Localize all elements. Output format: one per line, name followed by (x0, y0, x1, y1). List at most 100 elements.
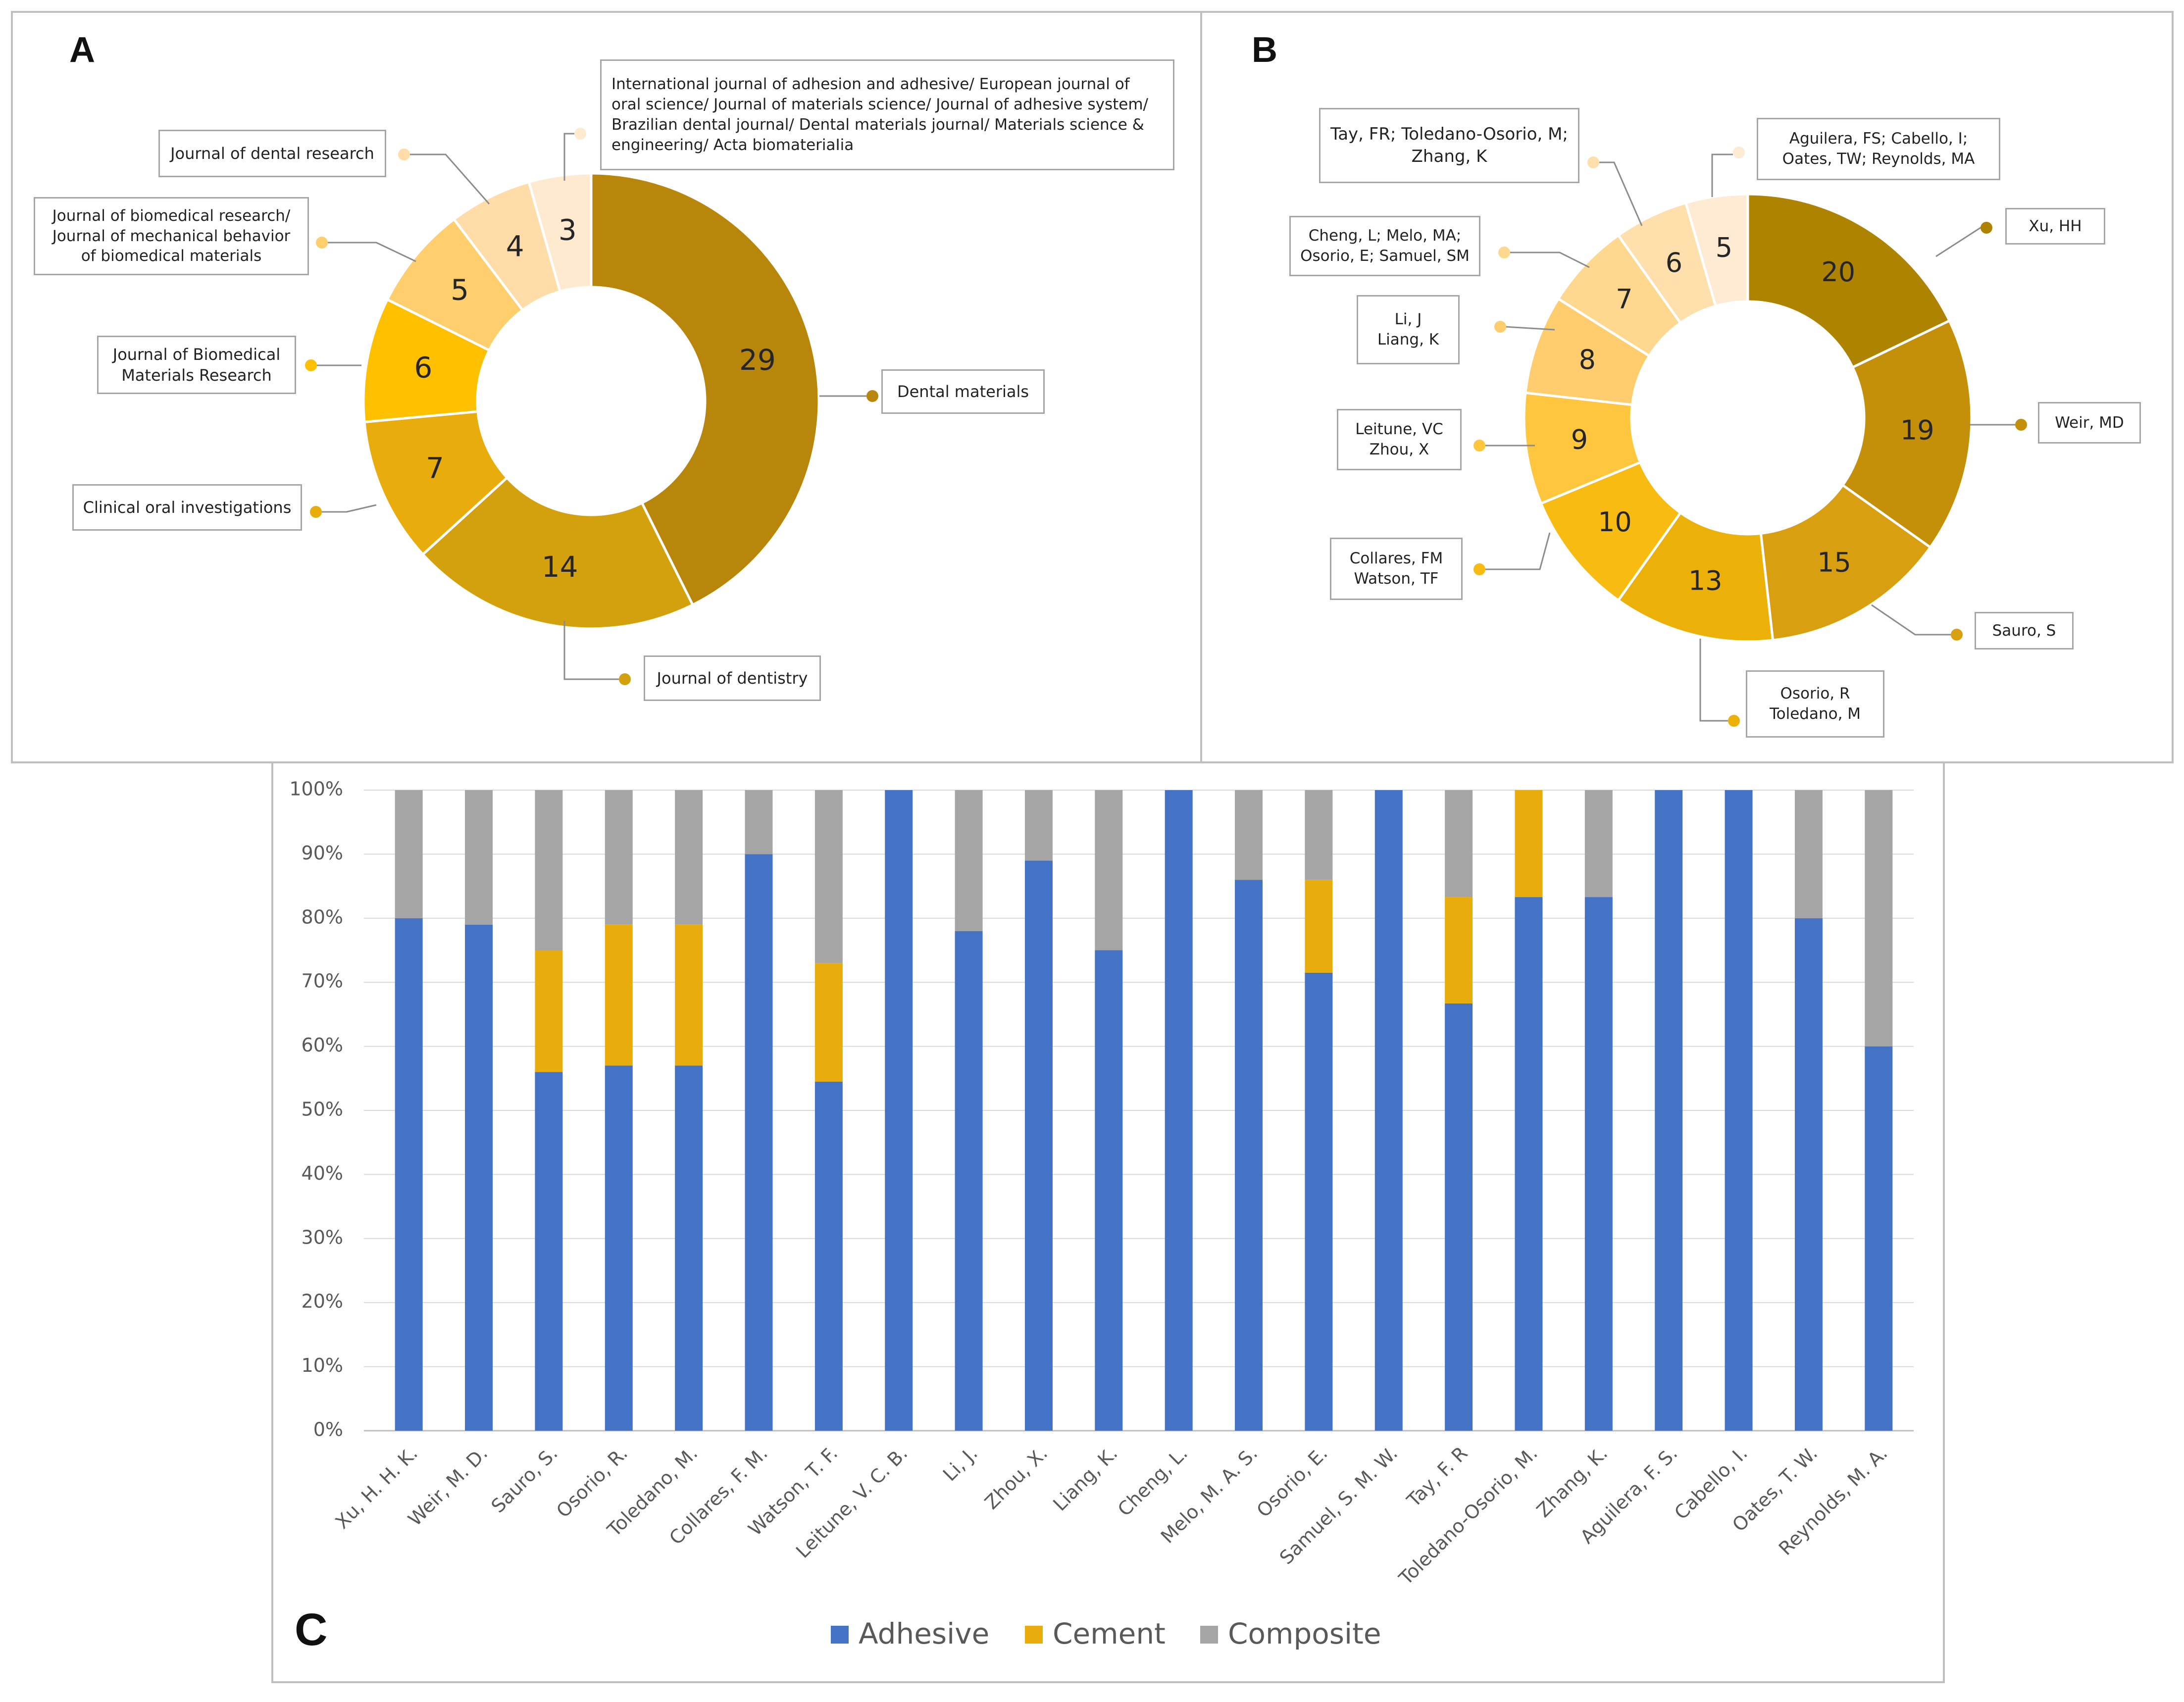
legend-label-cement: Cement (1053, 1617, 1166, 1651)
x-tick-label: Liang, K. (1049, 1442, 1121, 1515)
leader-dot (1728, 715, 1740, 727)
slice-journal-of-dentistry (421, 476, 695, 630)
label-a-journal-of-dentistry: Journal of dentistry (644, 655, 821, 701)
bar-cement-watson-t-f (814, 963, 843, 1082)
panel-c-letter: C (295, 1604, 328, 1655)
leader-line (328, 242, 416, 262)
leader-dot (1981, 222, 1992, 234)
bar-composite-osorio-e (1305, 790, 1333, 880)
label-b-leitune: Leitune, VC Zhou, X (1337, 409, 1462, 470)
leader-dot (398, 149, 410, 160)
slice-value-osorio-r-toledano-m: 13 (1688, 565, 1723, 596)
leader-dot (1473, 563, 1485, 575)
y-tick-label: 60% (302, 1034, 343, 1056)
bar-adhesive-aguilera-f-s (1655, 790, 1683, 1431)
bar-composite-melo-m-a-s (1235, 790, 1263, 880)
x-tick-label: Samuel, S. M. W. (1275, 1442, 1402, 1568)
bar-adhesive-oates-t-w (1794, 918, 1823, 1431)
bar-adhesive-sauro-s (535, 1072, 563, 1431)
bar-adhesive-reynolds-m-a (1865, 1046, 1893, 1431)
slice-osorio-r-toledano-m (1616, 511, 1775, 643)
leader-line (1510, 251, 1590, 268)
leader-dot (1498, 247, 1510, 258)
leader-dot (866, 390, 878, 402)
slice-xu-hh (1746, 193, 1951, 369)
bar-cement-sauro-s (535, 950, 563, 1072)
bar-composite-oates-t-w (1794, 790, 1823, 918)
bar-cement-toledano-osorio-m (1515, 790, 1543, 898)
y-tick-label: 40% (302, 1162, 343, 1184)
panel-a-letter: A (69, 30, 95, 70)
slice-sauro-s (1759, 483, 1932, 642)
slice-value-journal-of-biomedical-research-journal-o: 5 (451, 273, 469, 307)
label-a-other-journals: International journal of adhesion and ad… (600, 59, 1174, 170)
legend-swatch-cement (1025, 1626, 1043, 1644)
bar-adhesive-zhang-k (1584, 897, 1613, 1431)
leader-line (563, 621, 619, 680)
bar-composite-xu-h-h-k (395, 790, 423, 918)
donut-chart-b: 20 19 15 13 10 9 87 6 5 (1473, 147, 2027, 727)
leader-dot (310, 506, 322, 518)
legend-label-composite: Composite (1228, 1617, 1381, 1651)
donut-chart-a: 29 14 7 6 5 4 3 (305, 128, 878, 685)
leader-dot (1494, 321, 1506, 333)
label-b-cheng: Cheng, L; Melo, MA; Osorio, E; Samuel, S… (1289, 216, 1480, 276)
label-a-clinical-oral: Clinical oral investigations (72, 484, 302, 531)
bar-adhesive-osorio-r (605, 1065, 633, 1431)
legend-swatch-composite (1200, 1626, 1218, 1644)
x-tick-label: Toledano-Osorio, M. (1394, 1442, 1541, 1589)
leader-line (322, 504, 377, 513)
slice-value-sauro-s: 15 (1817, 547, 1851, 578)
bar-adhesive-cheng-l (1165, 790, 1193, 1431)
bar-composite-li-j (955, 790, 983, 931)
slice-value-journal-of-dental-research: 4 (506, 229, 524, 263)
bar-adhesive-liang-k (1095, 950, 1123, 1431)
slice-weir-md (1841, 319, 1973, 550)
leader-dot (619, 673, 631, 685)
label-a-biomedical-research: Journal of biomedical research/ Journal … (34, 197, 309, 275)
bar-cement-toledano-m (675, 924, 703, 1066)
bar-adhesive-melo-m-a-s (1235, 880, 1263, 1431)
y-tick-label: 80% (302, 906, 343, 928)
slice-value-aguilera-fs-cabello-i-oates-tw-reynolds-: 5 (1716, 232, 1732, 263)
slice-value-cheng-l-melo-ma-osorio-e-samuel-sm: 7 (1616, 284, 1632, 315)
bar-adhesive-zhou-x (1024, 860, 1053, 1431)
bar-adhesive-toledano-m (675, 1065, 703, 1431)
bar-composite-liang-k (1095, 790, 1123, 951)
label-a-jbmr: Journal of Biomedical Materials Research (97, 336, 296, 394)
slice-value-tay-fr-toledano-osorio-m-zhang-k: 6 (1666, 247, 1682, 278)
x-tick-label: Sauro, S. (487, 1442, 562, 1517)
slice-clinical-oral-investigations (363, 410, 509, 556)
label-a-dental-materials: Dental materials (881, 369, 1045, 414)
leader-line (1485, 532, 1551, 570)
bar-composite-collares-f-m (745, 790, 773, 854)
slice-value-journal-of-biomedical-materials-research: 6 (414, 351, 432, 385)
slice-value-international-journal-of-adhesion-and-ad: 3 (559, 213, 577, 247)
leader-dot (305, 359, 317, 371)
x-tick-label: Tay, F. R (1402, 1442, 1472, 1511)
bar-composite-zhou-x (1024, 790, 1053, 861)
label-b-aguilera: Aguilera, FS; Cabello, I; Oates, TW; Rey… (1757, 118, 2000, 180)
slice-value-xu-hh: 20 (1821, 256, 1855, 288)
y-tick-label: 30% (302, 1226, 343, 1248)
bar-adhesive-xu-h-h-k (395, 918, 423, 1431)
bar-adhesive-weir-m-d (465, 924, 493, 1431)
bar-cement-osorio-r (605, 924, 633, 1066)
y-tick-label: 20% (302, 1291, 343, 1312)
y-tick-label: 100% (289, 778, 343, 800)
bar-cement-osorio-e (1305, 880, 1333, 973)
label-b-osorio: Osorio, R Toledano, M (1746, 670, 1884, 738)
leader-dot (1951, 629, 1963, 641)
slice-dental-materials (590, 172, 820, 607)
leader-dot (316, 237, 328, 249)
bar-adhesive-leitune-v-c-b (885, 790, 913, 1431)
leader-dot (1587, 156, 1599, 168)
y-tick-label: 0% (313, 1419, 343, 1441)
bar-adhesive-watson-t-f (814, 1081, 843, 1431)
y-tick-label: 90% (302, 842, 343, 864)
panel-b-letter: B (1252, 30, 1277, 70)
legend-label-adhesive: Adhesive (859, 1617, 989, 1651)
bar-composite-watson-t-f (814, 790, 843, 963)
bar-cement-tay-f-r (1445, 897, 1473, 1003)
stacked-bar-chart-c: 0%10%20%30%40%50%60%70%80%90%100%Xu, H. … (289, 778, 1914, 1651)
